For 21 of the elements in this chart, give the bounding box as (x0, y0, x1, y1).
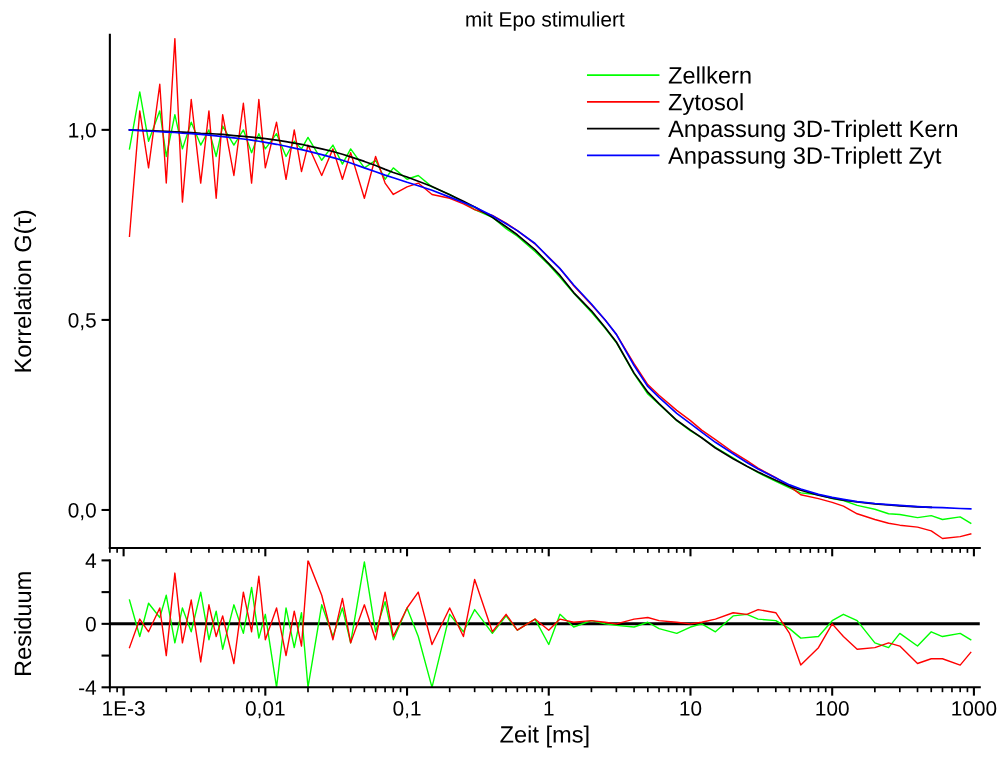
x-tick-label: 1000 (952, 701, 997, 716)
legend-label: Zellkern (668, 66, 751, 84)
y-axis-title: Korrelation G(τ) (13, 210, 36, 372)
x-tick-label: 0,1 (393, 701, 421, 719)
x-axis-title: Zeit [ms] (500, 725, 589, 748)
legend-label: Zytosol (668, 93, 743, 116)
legend-label: Anpassung 3D-Triplett Kern (668, 119, 958, 142)
y-tick-label: 0,5 (68, 312, 96, 331)
y-tick-label: 1,0 (69, 122, 96, 141)
y-tick-label: 0,0 (68, 502, 96, 521)
y-axis-title: Residuum (13, 572, 32, 676)
legend-label: Anpassung 3D-Triplett Zyt (668, 146, 942, 169)
chart-title: mit Epo stimuliert (466, 11, 625, 31)
x-tick-label: 1 (544, 701, 554, 716)
x-tick-label: 10 (680, 701, 702, 716)
x-tick-label: 0,01 (245, 701, 285, 719)
x-tick-label: 100 (816, 701, 849, 716)
y-tick-label: -4 (79, 680, 97, 695)
y-tick-label: 4 (85, 553, 97, 568)
y-tick-label: 0 (85, 616, 96, 632)
x-tick-label: 1E-3 (103, 701, 145, 716)
